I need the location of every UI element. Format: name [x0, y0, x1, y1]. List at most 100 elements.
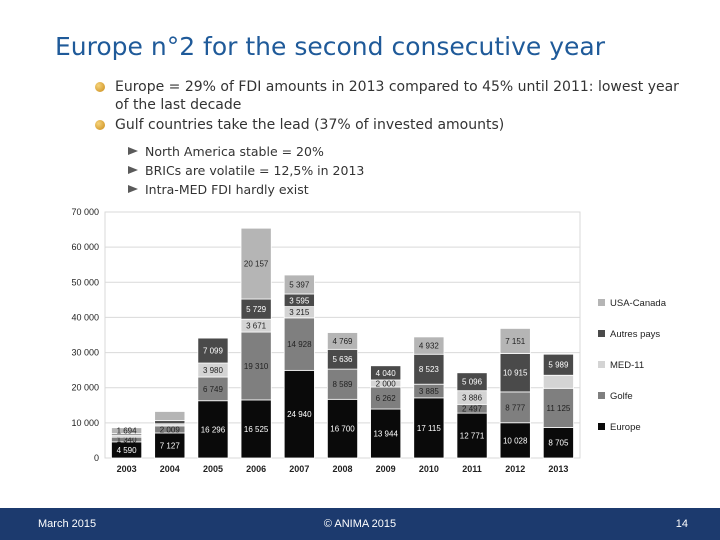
data-label: 3 595 [289, 296, 310, 305]
bar-segment [413, 353, 445, 385]
bar-segment [326, 398, 359, 459]
data-label: 2 497 [462, 405, 483, 414]
data-label: 3 671 [246, 322, 267, 331]
bar-segment [240, 227, 272, 300]
bar-segment [154, 411, 186, 422]
y-tick-label: 0 [94, 453, 99, 463]
bar-segment [111, 427, 143, 435]
x-tick-label: 2003 [117, 464, 137, 474]
data-label: 7 099 [203, 347, 224, 356]
legend-label: USA-Canada [610, 298, 667, 309]
data-label: 20 157 [244, 260, 269, 269]
x-tick-label: 2009 [376, 464, 396, 474]
y-tick-label: 30 000 [71, 348, 99, 358]
data-label: 16 700 [330, 425, 355, 434]
arrow-right-icon [128, 185, 138, 193]
x-tick-label: 2007 [289, 464, 309, 474]
bar-segment [370, 408, 402, 459]
bar-segment [240, 331, 272, 401]
sub-bullet-text: BRICs are volatile = 12,5% in 2013 [145, 163, 365, 178]
bar-segment [456, 412, 488, 459]
legend-label: Autres pays [610, 329, 660, 340]
footer-copyright: © ANIMA 2015 [323, 518, 397, 530]
bullet-item: Europe = 29% of FDI amounts in 2013 comp… [95, 78, 695, 114]
data-label: 14 928 [287, 340, 312, 349]
page-number: 14 [675, 518, 688, 530]
bullet-item: Gulf countries take the lead (37% of inv… [95, 116, 695, 134]
bullet-text: Europe = 29% of FDI amounts in 2013 comp… [115, 79, 679, 113]
data-label: 3 215 [289, 308, 310, 317]
bar-segment [283, 317, 315, 371]
data-label: 5 729 [246, 305, 267, 314]
data-label: 4 590 [117, 446, 138, 455]
data-label: 8 777 [505, 403, 526, 412]
data-label: 6 749 [203, 385, 224, 394]
bar-segment [370, 365, 402, 381]
data-label: 6 262 [376, 394, 397, 403]
sub-bullet-text: North America stable = 20% [145, 144, 324, 159]
y-tick-label: 40 000 [71, 312, 99, 322]
bar-segment [542, 374, 574, 389]
data-label: 3 980 [203, 366, 224, 375]
data-label: 5 397 [289, 280, 310, 289]
bar-segment [499, 391, 531, 424]
sub-bullet-item: BRICs are volatile = 12,5% in 2013 [128, 161, 695, 180]
sub-bullet-text: Intra-MED FDI hardly exist [145, 182, 309, 197]
bar-segment [283, 274, 315, 295]
data-label: 5 636 [332, 355, 353, 364]
x-tick-label: 2005 [203, 464, 223, 474]
arrow-right-icon [128, 147, 138, 155]
bar-segment [154, 420, 186, 425]
y-tick-label: 20 000 [71, 383, 99, 393]
data-label: 19 310 [244, 362, 269, 371]
slide-title: Europe n°2 for the second consecutive ye… [55, 32, 605, 61]
data-label: 24 940 [287, 410, 312, 419]
bar-segment [326, 332, 359, 350]
data-label: 10 028 [503, 436, 528, 445]
bar-segment [499, 328, 531, 354]
bullet-dot-icon [95, 82, 105, 92]
x-tick-label: 2010 [419, 464, 439, 474]
bar-segment [499, 422, 531, 459]
data-label: 16 525 [244, 425, 269, 434]
data-label: 2 009 [160, 425, 181, 434]
data-label: 13 944 [373, 429, 398, 438]
data-label: 7 151 [505, 337, 526, 346]
data-label: 7 127 [160, 441, 181, 450]
y-tick-label: 10 000 [71, 418, 99, 428]
data-label: 10 915 [503, 369, 528, 378]
bullet-dot-icon [95, 120, 105, 130]
data-label: 16 296 [201, 425, 226, 434]
legend-swatch [598, 330, 605, 337]
x-tick-label: 2008 [332, 464, 352, 474]
x-tick-label: 2004 [160, 464, 180, 474]
sub-bullet-item: Intra-MED FDI hardly exist [128, 180, 695, 199]
y-tick-label: 70 000 [71, 207, 99, 217]
bar-segment [499, 353, 531, 393]
y-tick-label: 50 000 [71, 277, 99, 287]
bullet-list: Europe = 29% of FDI amounts in 2013 comp… [95, 78, 695, 199]
data-label: 17 115 [417, 424, 441, 433]
legend-label: Golfe [610, 391, 633, 402]
data-label: 5 989 [548, 361, 569, 370]
data-label: 11 125 [546, 404, 570, 413]
bar-segment [542, 387, 574, 428]
bar-segment [413, 336, 445, 355]
bar-segment [283, 369, 315, 459]
data-label: 4 932 [419, 342, 440, 351]
data-label: 1 340 [117, 436, 138, 445]
legend-label: Europe [610, 422, 641, 433]
stacked-bar-chart: 0 10 000 20 000 30 000 40 000 50 000 60 000 70 … [71, 207, 667, 474]
bar-segment [197, 400, 229, 459]
data-label: 12 771 [460, 432, 485, 441]
data-label: 5 096 [462, 378, 483, 387]
x-tick-label: 2012 [505, 464, 525, 474]
data-label: 8 705 [548, 439, 569, 448]
bar-segment [326, 368, 359, 400]
bullet-text: Gulf countries take the lead (37% of inv… [115, 117, 505, 133]
bar-segment [456, 372, 488, 392]
x-tick-label: 2013 [548, 464, 568, 474]
data-label: 1 694 [117, 427, 138, 436]
data-label: 4 040 [376, 369, 397, 378]
bar-segment [542, 353, 574, 376]
